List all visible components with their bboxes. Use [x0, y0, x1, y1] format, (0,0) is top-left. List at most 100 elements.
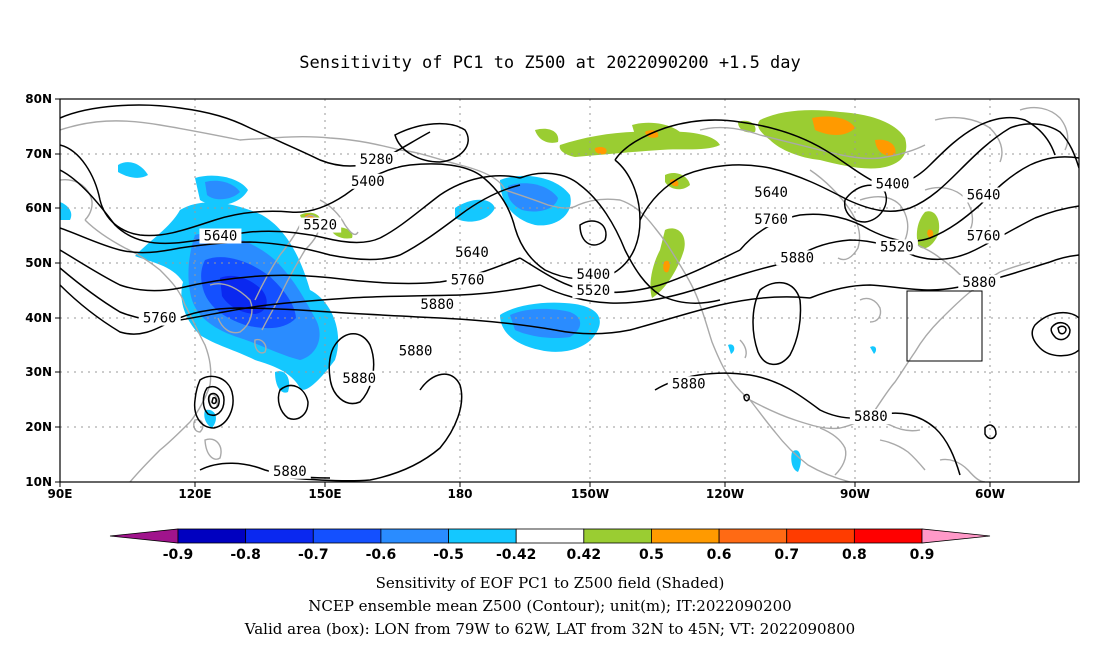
- colorbar-label: 0.7: [774, 547, 799, 563]
- contour-label-bg: [750, 212, 793, 228]
- contour-label-bg: [958, 275, 1001, 291]
- contour-label: 5400: [351, 174, 385, 190]
- lat-labels: 80N 70N 60N 50N 40N 30N 20N 10N: [25, 92, 52, 489]
- caption-line-1: Sensitivity of EOF PC1 to Z500 field (Sh…: [376, 574, 725, 592]
- colorbar-swatch: [583, 528, 652, 544]
- colorbar-swatch: [718, 528, 788, 544]
- contour-label-bg: [446, 272, 489, 288]
- contour-label: 5880: [273, 464, 307, 480]
- contour-label: 5760: [451, 272, 485, 288]
- contour-label-bg: [416, 296, 459, 312]
- lon-label: 150E: [308, 487, 341, 501]
- contour-label: 5400: [876, 177, 910, 193]
- coastlines: [60, 106, 1069, 482]
- colorbar-label: -0.8: [230, 547, 261, 563]
- z500-contours: [60, 104, 1079, 482]
- contour-label-bg: [394, 343, 437, 359]
- colorbar-label: -0.6: [366, 547, 397, 563]
- lon-label: 90W: [840, 487, 870, 501]
- colorbar-label: -0.42: [496, 547, 536, 563]
- contour-label: 5520: [880, 239, 914, 255]
- contour-label: 5880: [399, 343, 433, 359]
- colorbar-extend-high: [921, 528, 991, 544]
- colorbar-swatch: [448, 528, 517, 544]
- contour-label-bg: [199, 228, 242, 244]
- contour-label-bg: [667, 376, 710, 392]
- contour-label: 5640: [967, 187, 1001, 203]
- colorbar-swatch: [312, 528, 382, 544]
- contour-label: 5880: [780, 250, 814, 266]
- colorbar-swatch: [853, 528, 923, 544]
- colorbar-label: -0.7: [298, 547, 329, 563]
- graticule: [60, 99, 1079, 482]
- colorbar-label: 0.8: [842, 547, 867, 563]
- lon-label: 180: [447, 487, 472, 501]
- contour-label: 5400: [576, 267, 610, 283]
- lon-labels: 90E 120E 150E 180 150W 120W 90W 60W: [48, 487, 1005, 501]
- contour-label-bg: [962, 187, 1005, 203]
- colorbar-swatch: [177, 528, 247, 544]
- caption-line-3: Valid area (box): LON from 79W to 62W, L…: [244, 620, 855, 638]
- lon-label: 90E: [48, 487, 73, 501]
- lon-label: 60W: [975, 487, 1005, 501]
- contour-label: 5880: [962, 275, 996, 291]
- colorbar-label: 0.6: [707, 547, 732, 563]
- lon-label: 120W: [706, 487, 744, 501]
- contour-labels: 5280540055205640564054005520576058805760…: [138, 151, 1005, 480]
- lat-label: 60N: [25, 201, 52, 215]
- contour-label: 5760: [754, 212, 788, 228]
- colorbar: -0.9 -0.8 -0.7 -0.6 -0.5 -0.42 0.42 0.5 0.6 0.7 0.…: [109, 528, 991, 563]
- contour-label: 5520: [303, 218, 337, 234]
- contour-label: 5880: [420, 297, 454, 313]
- contour-label-bg: [849, 409, 892, 425]
- contour-label-bg: [875, 239, 918, 255]
- colorbar-extend-low: [109, 528, 179, 544]
- contour-label-bg: [338, 370, 381, 386]
- contour-label-bg: [268, 463, 311, 479]
- map-frame: [59, 98, 1080, 483]
- contour-label: 5880: [672, 376, 706, 392]
- lat-label: 80N: [25, 92, 52, 106]
- colorbar-label: -0.9: [163, 547, 194, 563]
- contour-label: 5880: [854, 409, 888, 425]
- contour-label-bg: [355, 151, 398, 167]
- caption-line-2: NCEP ensemble mean Z500 (Contour); unit(…: [308, 597, 791, 615]
- contour-label-bg: [750, 184, 793, 200]
- valid-area-box: [906, 290, 983, 362]
- colorbar-swatch: [380, 528, 449, 544]
- contour-label-bg: [572, 266, 615, 282]
- figure-title: Sensitivity of PC1 to Z500 at 2022090200…: [299, 53, 801, 73]
- lon-label: 150W: [571, 487, 609, 501]
- contour-label: 5760: [143, 311, 177, 327]
- colorbar-label: 0.42: [567, 547, 602, 563]
- contour-label-bg: [299, 217, 342, 233]
- contour-label: 5520: [576, 283, 610, 299]
- contour-label: 5880: [342, 371, 376, 387]
- axis-ticks: [55, 98, 991, 487]
- contour-label: 5760: [967, 229, 1001, 245]
- contour-label-bg: [871, 176, 914, 192]
- contour-label: 5640: [455, 245, 489, 261]
- contour-label-bg: [776, 250, 819, 266]
- colorbar-swatch: [651, 528, 720, 544]
- colorbar-label: 0.5: [639, 547, 664, 563]
- colorbar-swatch: [515, 528, 585, 544]
- lat-label: 70N: [25, 147, 52, 161]
- contour-label-bg: [962, 228, 1005, 244]
- contour-label-bg: [138, 310, 181, 326]
- contour-label: 5640: [754, 185, 788, 201]
- contour-label-bg: [346, 173, 389, 189]
- lat-label: 20N: [25, 420, 52, 434]
- colorbar-swatch: [786, 528, 855, 544]
- contour-label: 5640: [204, 229, 238, 245]
- colorbar-swatch: [245, 528, 314, 544]
- colorbar-label: 0.9: [910, 547, 935, 563]
- colorbar-label: -0.5: [433, 547, 464, 563]
- lat-label: 10N: [25, 475, 52, 489]
- contour-label: 5280: [360, 152, 394, 168]
- lat-label: 30N: [25, 365, 52, 379]
- lat-label: 50N: [25, 256, 52, 270]
- contour-label-bg: [450, 244, 493, 260]
- lat-label: 40N: [25, 311, 52, 325]
